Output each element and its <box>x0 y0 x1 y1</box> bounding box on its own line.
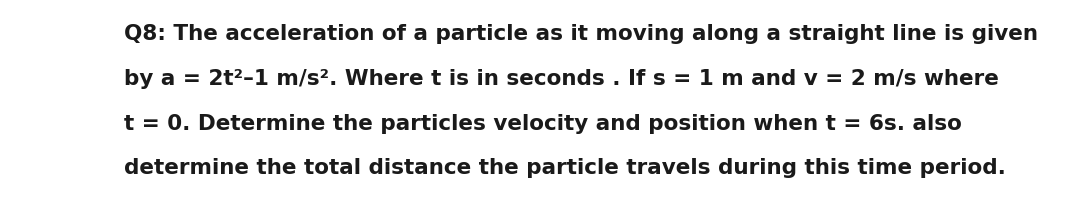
Text: t = 0. Determine the particles velocity and position when t = 6s. also: t = 0. Determine the particles velocity … <box>124 113 962 133</box>
Text: by a = 2t²–1 m/s². Where t is in seconds . If s = 1 m and v = 2 m/s where: by a = 2t²–1 m/s². Where t is in seconds… <box>124 69 999 89</box>
Text: determine the total distance the particle travels during this time period.: determine the total distance the particl… <box>124 158 1007 178</box>
Text: Q8: The acceleration of a particle as it moving along a straight line is given: Q8: The acceleration of a particle as it… <box>124 24 1038 44</box>
